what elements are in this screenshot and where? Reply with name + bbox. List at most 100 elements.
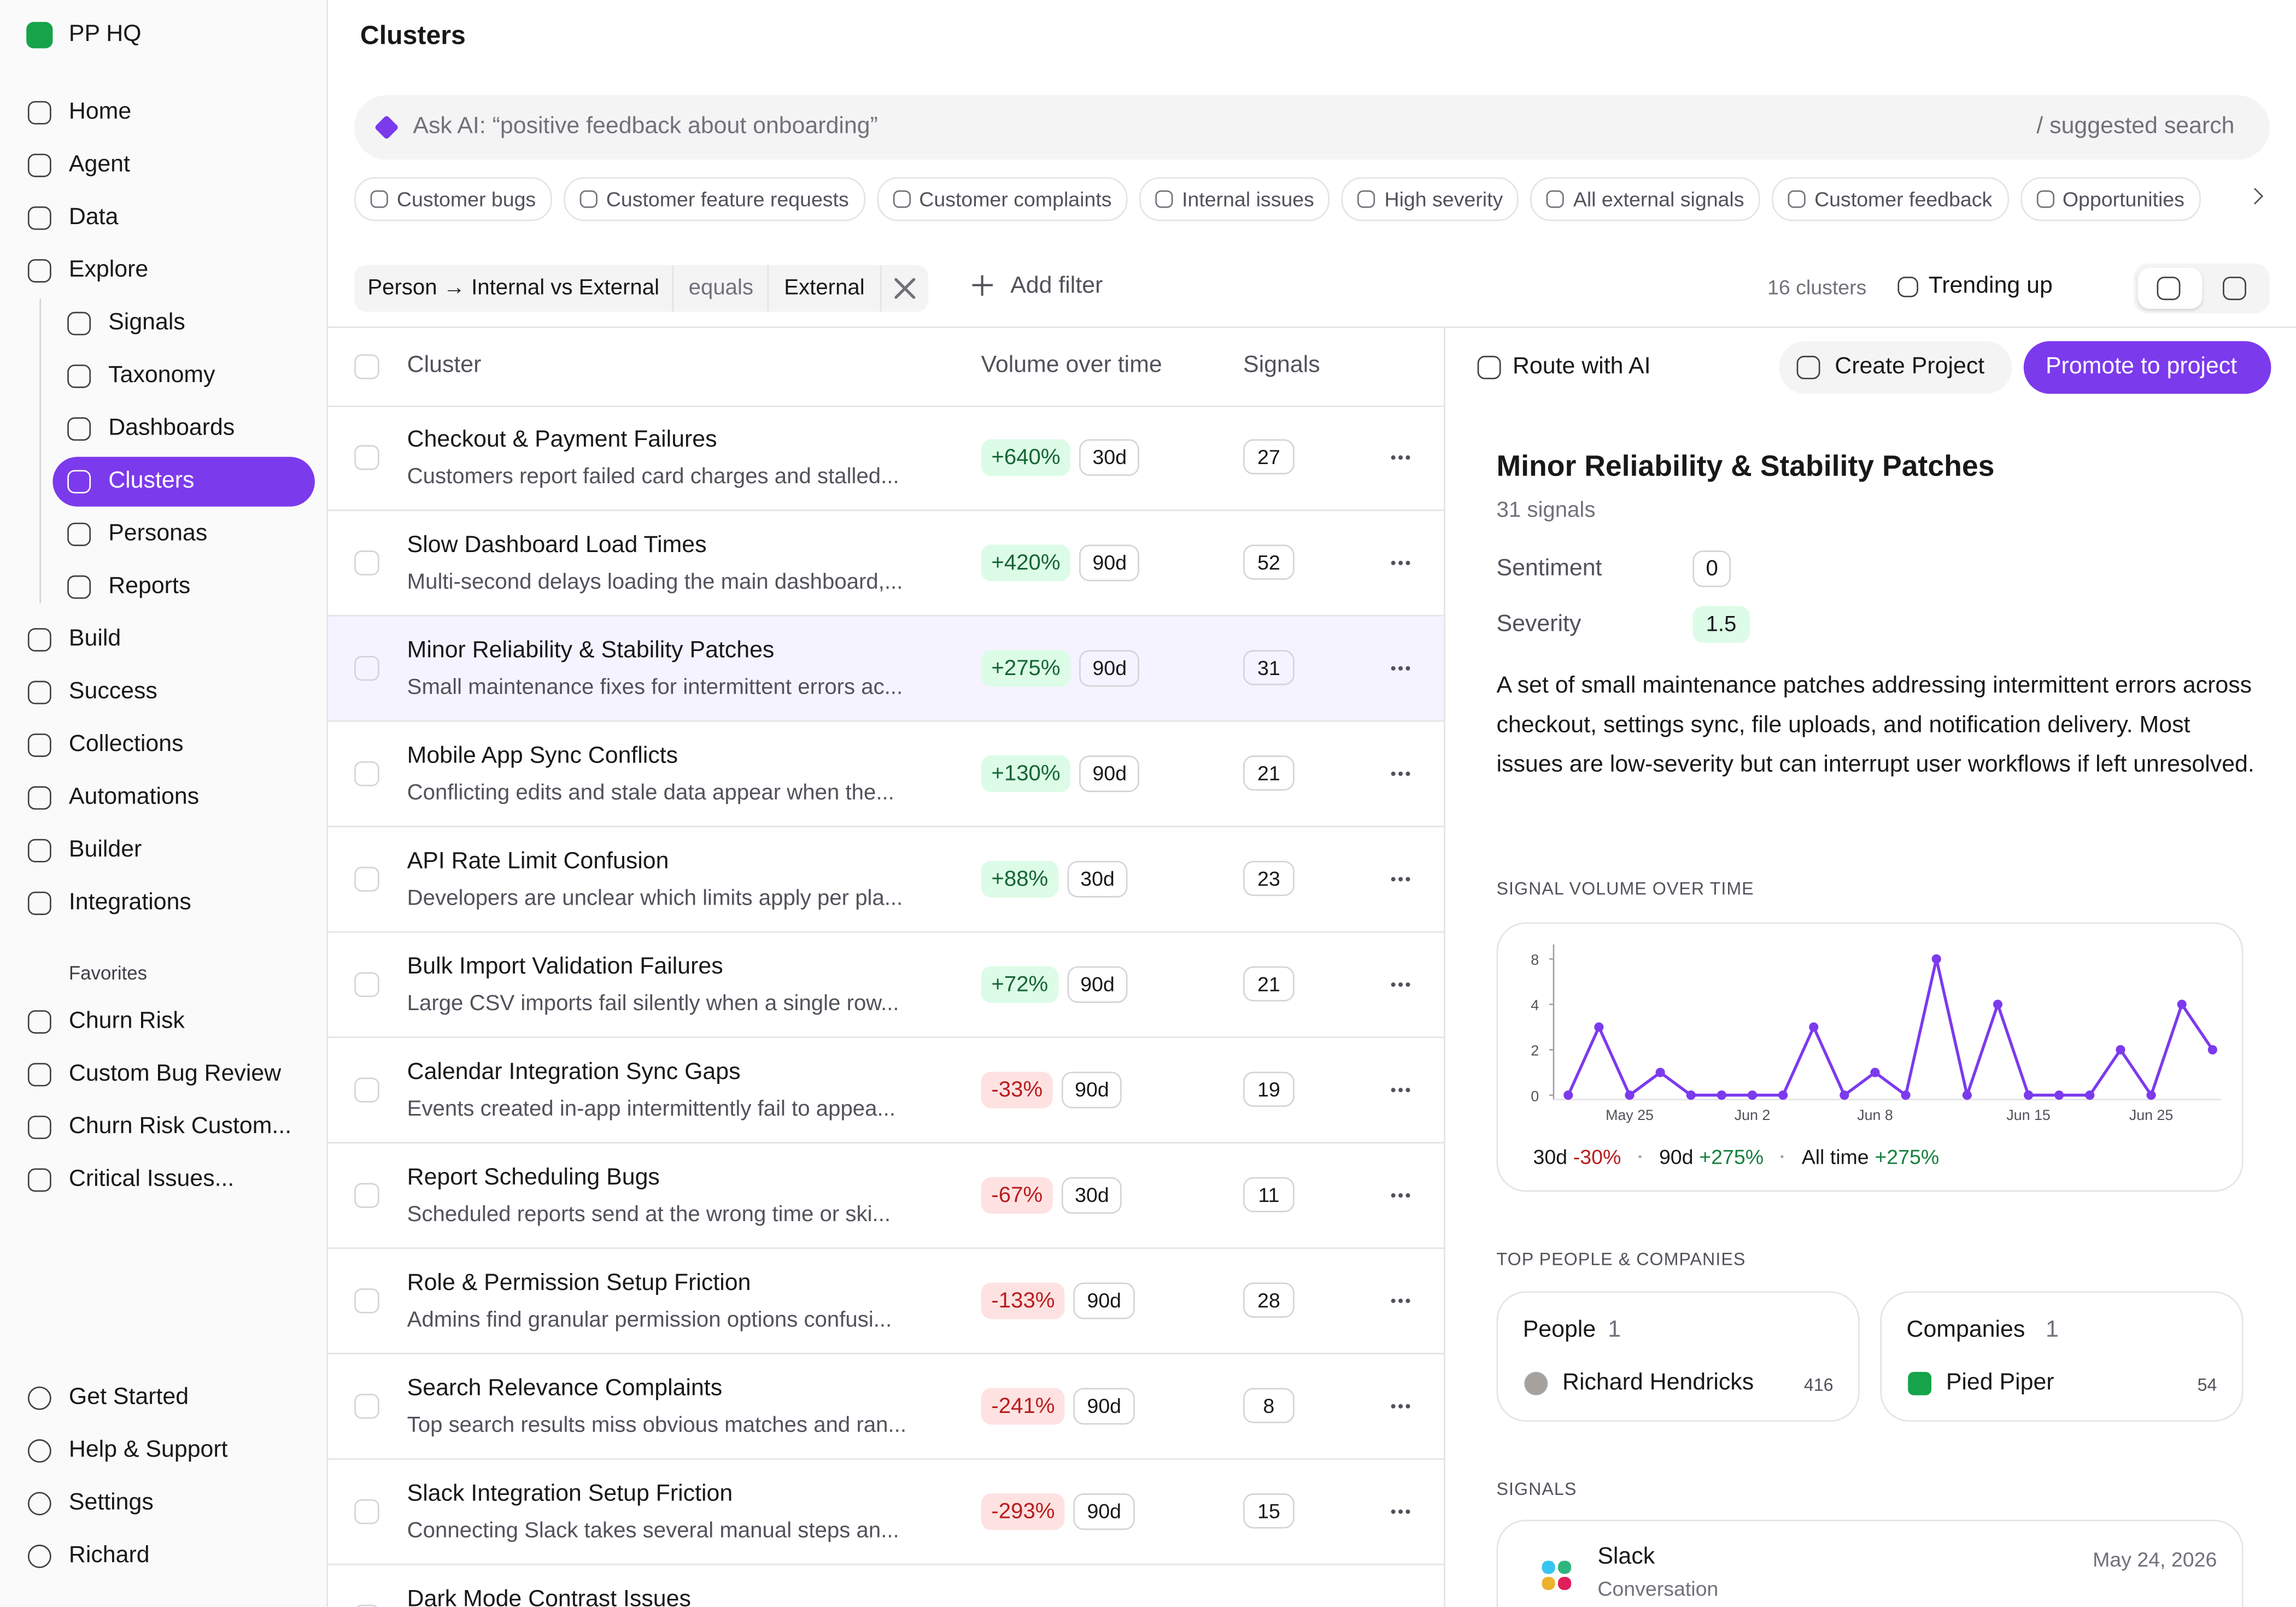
search-bar[interactable]: Ask AI: “positive feedback about onboard… [354,95,2270,160]
more[interactable] [1391,1298,1410,1303]
entity-name: Pied Piper [1946,1370,2054,1395]
filter-chip[interactable]: High severity [1342,177,1519,221]
filter-chip[interactable]: Customer bugs [354,177,552,221]
footer-item[interactable]: Help & Support [68,1438,228,1463]
table-row[interactable]: Minor Reliability & Stability Patches Sma… [327,616,1444,722]
route-ai[interactable]: Route with AI [1512,354,1651,379]
stat: All time +275% [1802,1145,1939,1169]
table-row[interactable]: Slack Integration Setup Friction Connecti… [327,1460,1444,1565]
nav-label: Build [68,626,121,652]
favorites-title: Favorites [68,961,148,984]
checkbox[interactable] [354,761,379,787]
nav-item[interactable]: Collections [11,720,314,770]
checkbox[interactable] [354,655,379,681]
checkbox[interactable] [354,866,379,892]
checkbox[interactable] [354,1393,379,1419]
nav-item[interactable]: Build [11,615,314,665]
more[interactable] [1391,1404,1410,1409]
icon [27,1116,51,1139]
dot [1398,1088,1403,1093]
nav-item[interactable]: Taxonomy [52,351,314,401]
more[interactable] [1391,455,1410,460]
view-toggle[interactable] [2133,263,2270,314]
icon [67,417,91,441]
nav-item[interactable]: Clusters [52,456,315,507]
nav-item[interactable]: Reports [52,562,314,612]
filter-remove[interactable] [881,265,928,312]
nav-item[interactable]: Personas [52,509,314,559]
companies-card[interactable]: Companies 1 Pied Piper 54 [1880,1291,2244,1422]
table-row[interactable]: API Rate Limit Confusion Developers are u… [327,827,1444,933]
icon [27,1544,51,1568]
more[interactable] [1391,982,1410,987]
checkbox[interactable] [354,972,379,998]
checkbox[interactable] [354,445,379,470]
favorite-item[interactable]: Churn Risk [68,1008,185,1034]
table-row[interactable]: Bulk Import Validation Failures Large CSV… [327,932,1444,1039]
nav-item[interactable]: Success [11,667,314,717]
entity-value: 416 [1803,1375,1834,1395]
filter-chip[interactable]: Customer feedback [1772,177,2008,221]
more[interactable] [1391,1509,1410,1514]
sort[interactable]: Trending up [1928,273,2053,299]
nav-item[interactable]: Data [11,193,314,243]
nav-label: Clusters [108,468,195,494]
checkbox[interactable] [354,354,379,379]
nav-item[interactable]: Explore [11,246,314,296]
more[interactable] [1391,1088,1410,1093]
add-filter[interactable]: Add filter [1010,273,1103,299]
checkbox[interactable] [354,1288,379,1313]
checkbox[interactable] [354,1499,379,1524]
y-tick-label: 4 [1531,997,1539,1013]
footer-item[interactable]: Settings [68,1490,154,1516]
filter-chip[interactable]: Opportunities [2020,177,2201,221]
change-chip: +275% [981,650,1071,687]
view-table[interactable] [2137,268,2203,309]
filter[interactable]: Person → Internal vs External equals Exter… [354,265,928,312]
filter-chip[interactable]: Customer feature requests [564,177,865,221]
checkbox[interactable] [354,550,379,576]
table-row[interactable]: Slow Dashboard Load Times Multi-second de… [327,511,1444,617]
people-card[interactable]: People 1 Richard Hendricks 416 [1496,1291,1860,1422]
signal-card[interactable]: Slack Conversation May 24, 2026 [1496,1520,2244,1607]
divider [327,326,2296,328]
dot [1398,1404,1403,1409]
nav-item[interactable]: Dashboards [52,404,314,454]
footer-item[interactable]: Richard [68,1543,150,1568]
favorite-item[interactable]: Critical Issues... [68,1166,235,1192]
table-row[interactable]: Checkout & Payment Failures Customers rep… [327,406,1444,511]
table-row[interactable]: Search Relevance Complaints Top search re… [327,1354,1444,1460]
nav-item[interactable]: Home [11,88,314,138]
footer-item[interactable]: Get Started [68,1385,189,1410]
more[interactable] [1391,771,1410,776]
checkbox[interactable] [354,1183,379,1208]
period-chip: 90d [1062,1071,1122,1109]
nav-item[interactable]: Builder [11,826,314,876]
favorite-item[interactable]: Custom Bug Review [68,1061,282,1087]
filter-chip[interactable]: All external signals [1531,177,1760,221]
checkbox[interactable] [354,1604,379,1607]
nav-item[interactable]: Automations [11,773,314,823]
more[interactable] [1391,666,1410,671]
workspace[interactable]: PP HQ [68,22,142,47]
nav-item[interactable]: Agent [11,140,314,190]
nav-item[interactable]: Signals [52,298,314,348]
filter-chip[interactable]: Customer complaints [876,177,1128,221]
more[interactable] [1391,877,1410,882]
table-row[interactable]: Report Scheduling Bugs Scheduled reports … [327,1143,1444,1249]
table-row[interactable]: Mobile App Sync Conflicts Conflicting edi… [327,722,1444,828]
favorite-item[interactable]: Churn Risk Custom... [68,1114,292,1139]
description: A set of small maintenance patches addre… [1496,673,2254,778]
table-row[interactable]: Role & Permission Setup Friction Admins f… [327,1249,1444,1354]
table-row[interactable]: Dark Mode Contrast Issues [328,1565,1444,1607]
nav-item[interactable]: Integrations [11,878,314,928]
more[interactable] [1391,560,1410,565]
column-header: Volume over time [981,353,1162,378]
promote[interactable]: Promote to project [2023,341,2271,394]
table-row[interactable]: Calendar Integration Sync Gaps Events cre… [327,1038,1444,1143]
create-project[interactable]: Create Project [1779,341,2012,394]
checkbox[interactable] [354,1077,379,1102]
filter-chip[interactable]: Internal issues [1139,177,1331,221]
more[interactable] [1391,1193,1410,1198]
chip-label: Customer bugs [396,187,536,211]
